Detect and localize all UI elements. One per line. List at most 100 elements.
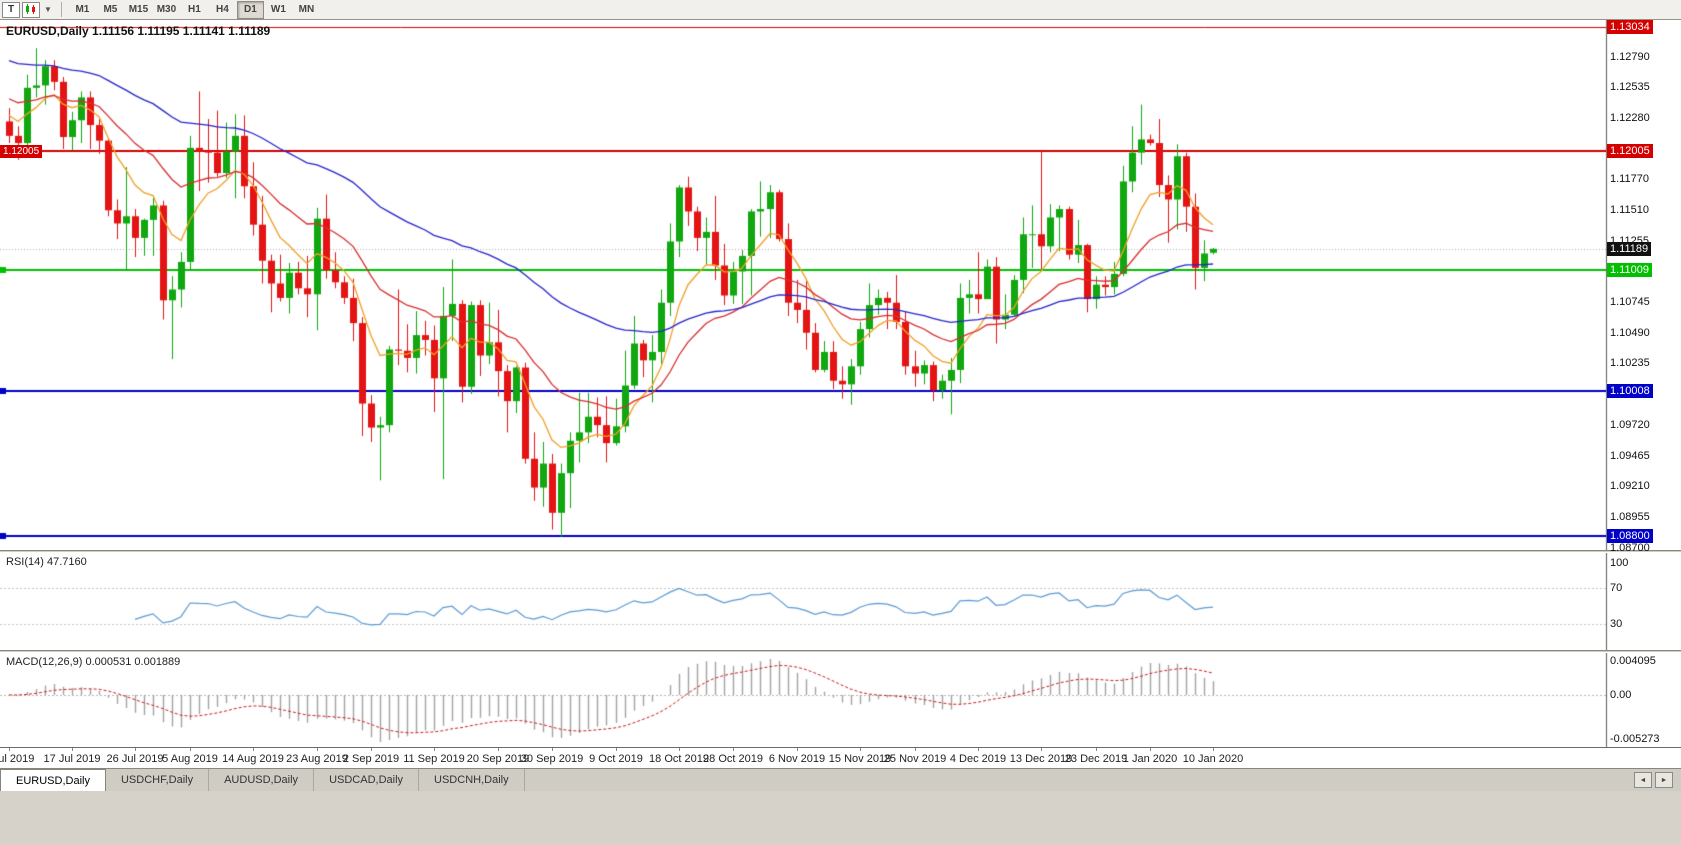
timeframe-m15[interactable]: M15: [125, 1, 152, 19]
price-tick-label: 1.12280: [1610, 112, 1650, 124]
price-badge: 1.13034: [1607, 20, 1653, 34]
tab-scroll-arrows: ◄ ►: [1626, 769, 1681, 791]
date-label: 26 Jul 2019: [106, 753, 164, 765]
time-tick: [552, 748, 553, 751]
date-label: 23 Aug 2019: [286, 753, 348, 765]
timeframe-w1[interactable]: W1: [265, 1, 292, 19]
price-tick-label: 1.11510: [1610, 204, 1649, 216]
time-tick: [978, 748, 979, 751]
price-badge: 1.12005: [1607, 144, 1653, 158]
macd-label: MACD(12,26,9) 0.000531 0.001889: [6, 656, 181, 668]
time-tick: [616, 748, 617, 751]
chart-tab-audusd[interactable]: AUDUSD,Daily: [209, 769, 315, 791]
time-tick: [371, 748, 372, 751]
price-tick-label: 1.09465: [1610, 450, 1650, 462]
time-tick: [1096, 748, 1097, 751]
date-label: 20 Sep 2019: [466, 753, 530, 765]
chart-objects-icon[interactable]: [22, 1, 40, 18]
date-label: 18 Oct 2019: [649, 753, 709, 765]
time-tick: [9, 748, 10, 751]
chevron-down-icon[interactable]: ▼: [44, 5, 52, 14]
toolbar: T ▼ M1 M5 M15 M30 H1 H4 D1 W1 MN: [0, 0, 1681, 20]
date-label: 1 Jan 2020: [1122, 753, 1178, 765]
time-tick: [253, 748, 254, 751]
time-tick: [915, 748, 916, 751]
price-badge: 1.10008: [1607, 384, 1653, 398]
price-tick-label: 1.11770: [1610, 173, 1649, 185]
date-label: 13 Dec 2019: [1009, 753, 1073, 765]
price-tick-label: 1.12790: [1610, 51, 1650, 63]
time-tick: [434, 748, 435, 751]
price-tick-label: 1.10745: [1610, 296, 1650, 308]
toolbar-separator: [60, 2, 62, 17]
time-tick: [317, 748, 318, 751]
date-label: 4 Dec 2019: [949, 753, 1007, 765]
date-label: 25 Nov 2019: [883, 753, 947, 765]
date-label: 17 Jul 2019: [43, 753, 101, 765]
chart-tab-usdcad[interactable]: USDCAD,Daily: [314, 769, 420, 791]
date-label: 5 Aug 2019: [162, 753, 218, 765]
chart-tabs: EURUSD,Daily USDCHF,Daily AUDUSD,Daily USDC…: [0, 769, 525, 791]
tab-scroll-left-icon[interactable]: ◄: [1634, 772, 1652, 788]
macd-scale-label: 0.004095: [1610, 655, 1656, 667]
time-tick: [860, 748, 861, 751]
macd-scale-label: 0.00: [1610, 689, 1632, 701]
time-tick: [1041, 748, 1042, 751]
rsi-scale-label: 100: [1610, 557, 1629, 569]
price-tick-label: 1.09720: [1610, 419, 1650, 431]
price-tick-label: 1.08700: [1610, 542, 1650, 554]
timeframe-buttons: M1 M5 M15 M30 H1 H4 D1 W1 MN: [69, 0, 320, 19]
date-label: 9 Oct 2019: [589, 753, 643, 765]
price-badge: 1.11189: [1607, 242, 1652, 256]
chart-tab-usdchf[interactable]: USDCHF,Daily: [106, 769, 210, 791]
rsi-scale-label: 70: [1610, 582, 1623, 594]
chart-tab-eurusd[interactable]: EURUSD,Daily: [0, 769, 106, 791]
timeframe-m5[interactable]: M5: [97, 1, 124, 19]
main-chart-canvas[interactable]: [0, 20, 1681, 747]
date-label: 28 Oct 2019: [703, 753, 763, 765]
date-label: 6 Nov 2019: [768, 753, 826, 765]
price-badge: 1.11009: [1607, 263, 1652, 277]
time-tick: [733, 748, 734, 751]
chart-tab-usdcnh[interactable]: USDCNH,Daily: [419, 769, 525, 791]
tab-scroll-right-icon[interactable]: ►: [1655, 772, 1673, 788]
chart-title: EURUSD,Daily 1.11156 1.11195 1.11141 1.1…: [6, 24, 271, 38]
time-tick: [72, 748, 73, 751]
time-tick: [190, 748, 191, 751]
level-left-label: 1.12005: [0, 145, 43, 158]
chart-area: EURUSD,Daily 1.11156 1.11195 1.11141 1.1…: [0, 20, 1681, 747]
price-tick-label: 1.09210: [1610, 480, 1650, 492]
macd-scale-label: -0.005273: [1610, 733, 1660, 745]
time-tick: [797, 748, 798, 751]
rsi-scale-label: 30: [1610, 618, 1623, 630]
time-tick: [135, 748, 136, 751]
time-tick: [1150, 748, 1151, 751]
timeframe-h4[interactable]: H4: [209, 1, 236, 19]
rsi-label: RSI(14) 47.7160: [6, 556, 87, 568]
timeframe-m30[interactable]: M30: [153, 1, 180, 19]
time-tick: [498, 748, 499, 751]
date-label: 30 Sep 2019: [520, 753, 584, 765]
panel-separator-macd[interactable]: [0, 650, 1681, 653]
timeframe-h1[interactable]: H1: [181, 1, 208, 19]
candles-icon: [26, 4, 35, 14]
date-label: 15 Nov 2019: [828, 753, 892, 765]
price-badge: 1.08800: [1607, 529, 1653, 543]
panel-separator-rsi[interactable]: [0, 550, 1681, 553]
chart-tab-bar: EURUSD,Daily USDCHF,Daily AUDUSD,Daily USDC…: [0, 768, 1681, 791]
timeframe-m1[interactable]: M1: [69, 1, 96, 19]
time-tick: [1213, 748, 1214, 751]
price-tick-label: 1.08955: [1610, 511, 1650, 523]
timeframe-mn[interactable]: MN: [293, 1, 320, 19]
timeframe-d1[interactable]: D1: [236, 0, 264, 19]
date-label: 10 Jan 2020: [1182, 753, 1244, 765]
price-tick-label: 1.10490: [1610, 327, 1650, 339]
date-label: 14 Aug 2019: [222, 753, 284, 765]
price-tick-label: 1.12535: [1610, 81, 1650, 93]
tool-button-t[interactable]: T: [2, 1, 20, 18]
date-label: 23 Dec 2019: [1064, 753, 1128, 765]
time-tick: [679, 748, 680, 751]
price-tick-label: 1.10235: [1610, 357, 1650, 369]
